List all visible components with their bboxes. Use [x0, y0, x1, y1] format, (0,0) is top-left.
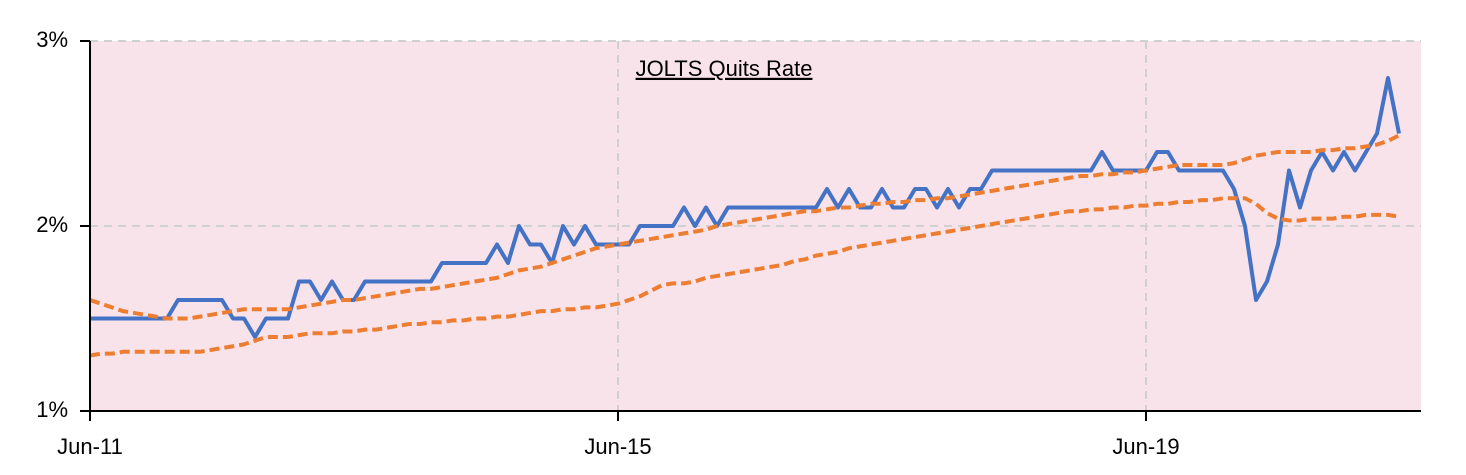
labels: 1% 2% 3% Jun-11 Jun-15 Jun-19 [36, 27, 1179, 459]
series-line [89, 133, 1400, 321]
y-tick-label: 1% [36, 397, 68, 422]
y-tick-label: 3% [36, 27, 68, 52]
series-line [90, 76, 1401, 339]
chart-title: JOLTS Quits Rate [636, 56, 813, 81]
lines [89, 76, 1401, 358]
y-tick-label: 2% [36, 212, 68, 237]
x-tick-label: Jun-11 [57, 434, 123, 459]
series-line [89, 196, 1400, 358]
x-tick-label: Jun-15 [584, 434, 651, 459]
x-tick-label: Jun-19 [1112, 434, 1179, 459]
grid [90, 40, 1421, 411]
